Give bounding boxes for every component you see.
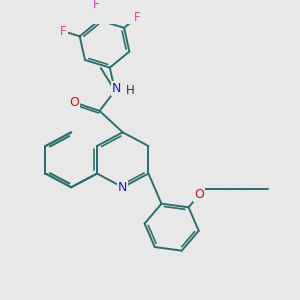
Text: N: N xyxy=(118,181,128,194)
Text: N: N xyxy=(112,82,121,95)
Text: O: O xyxy=(69,96,79,109)
Text: F: F xyxy=(60,25,67,38)
Text: H: H xyxy=(126,84,135,97)
Text: O: O xyxy=(194,188,204,202)
Text: F: F xyxy=(134,11,140,24)
Text: F: F xyxy=(92,0,99,11)
